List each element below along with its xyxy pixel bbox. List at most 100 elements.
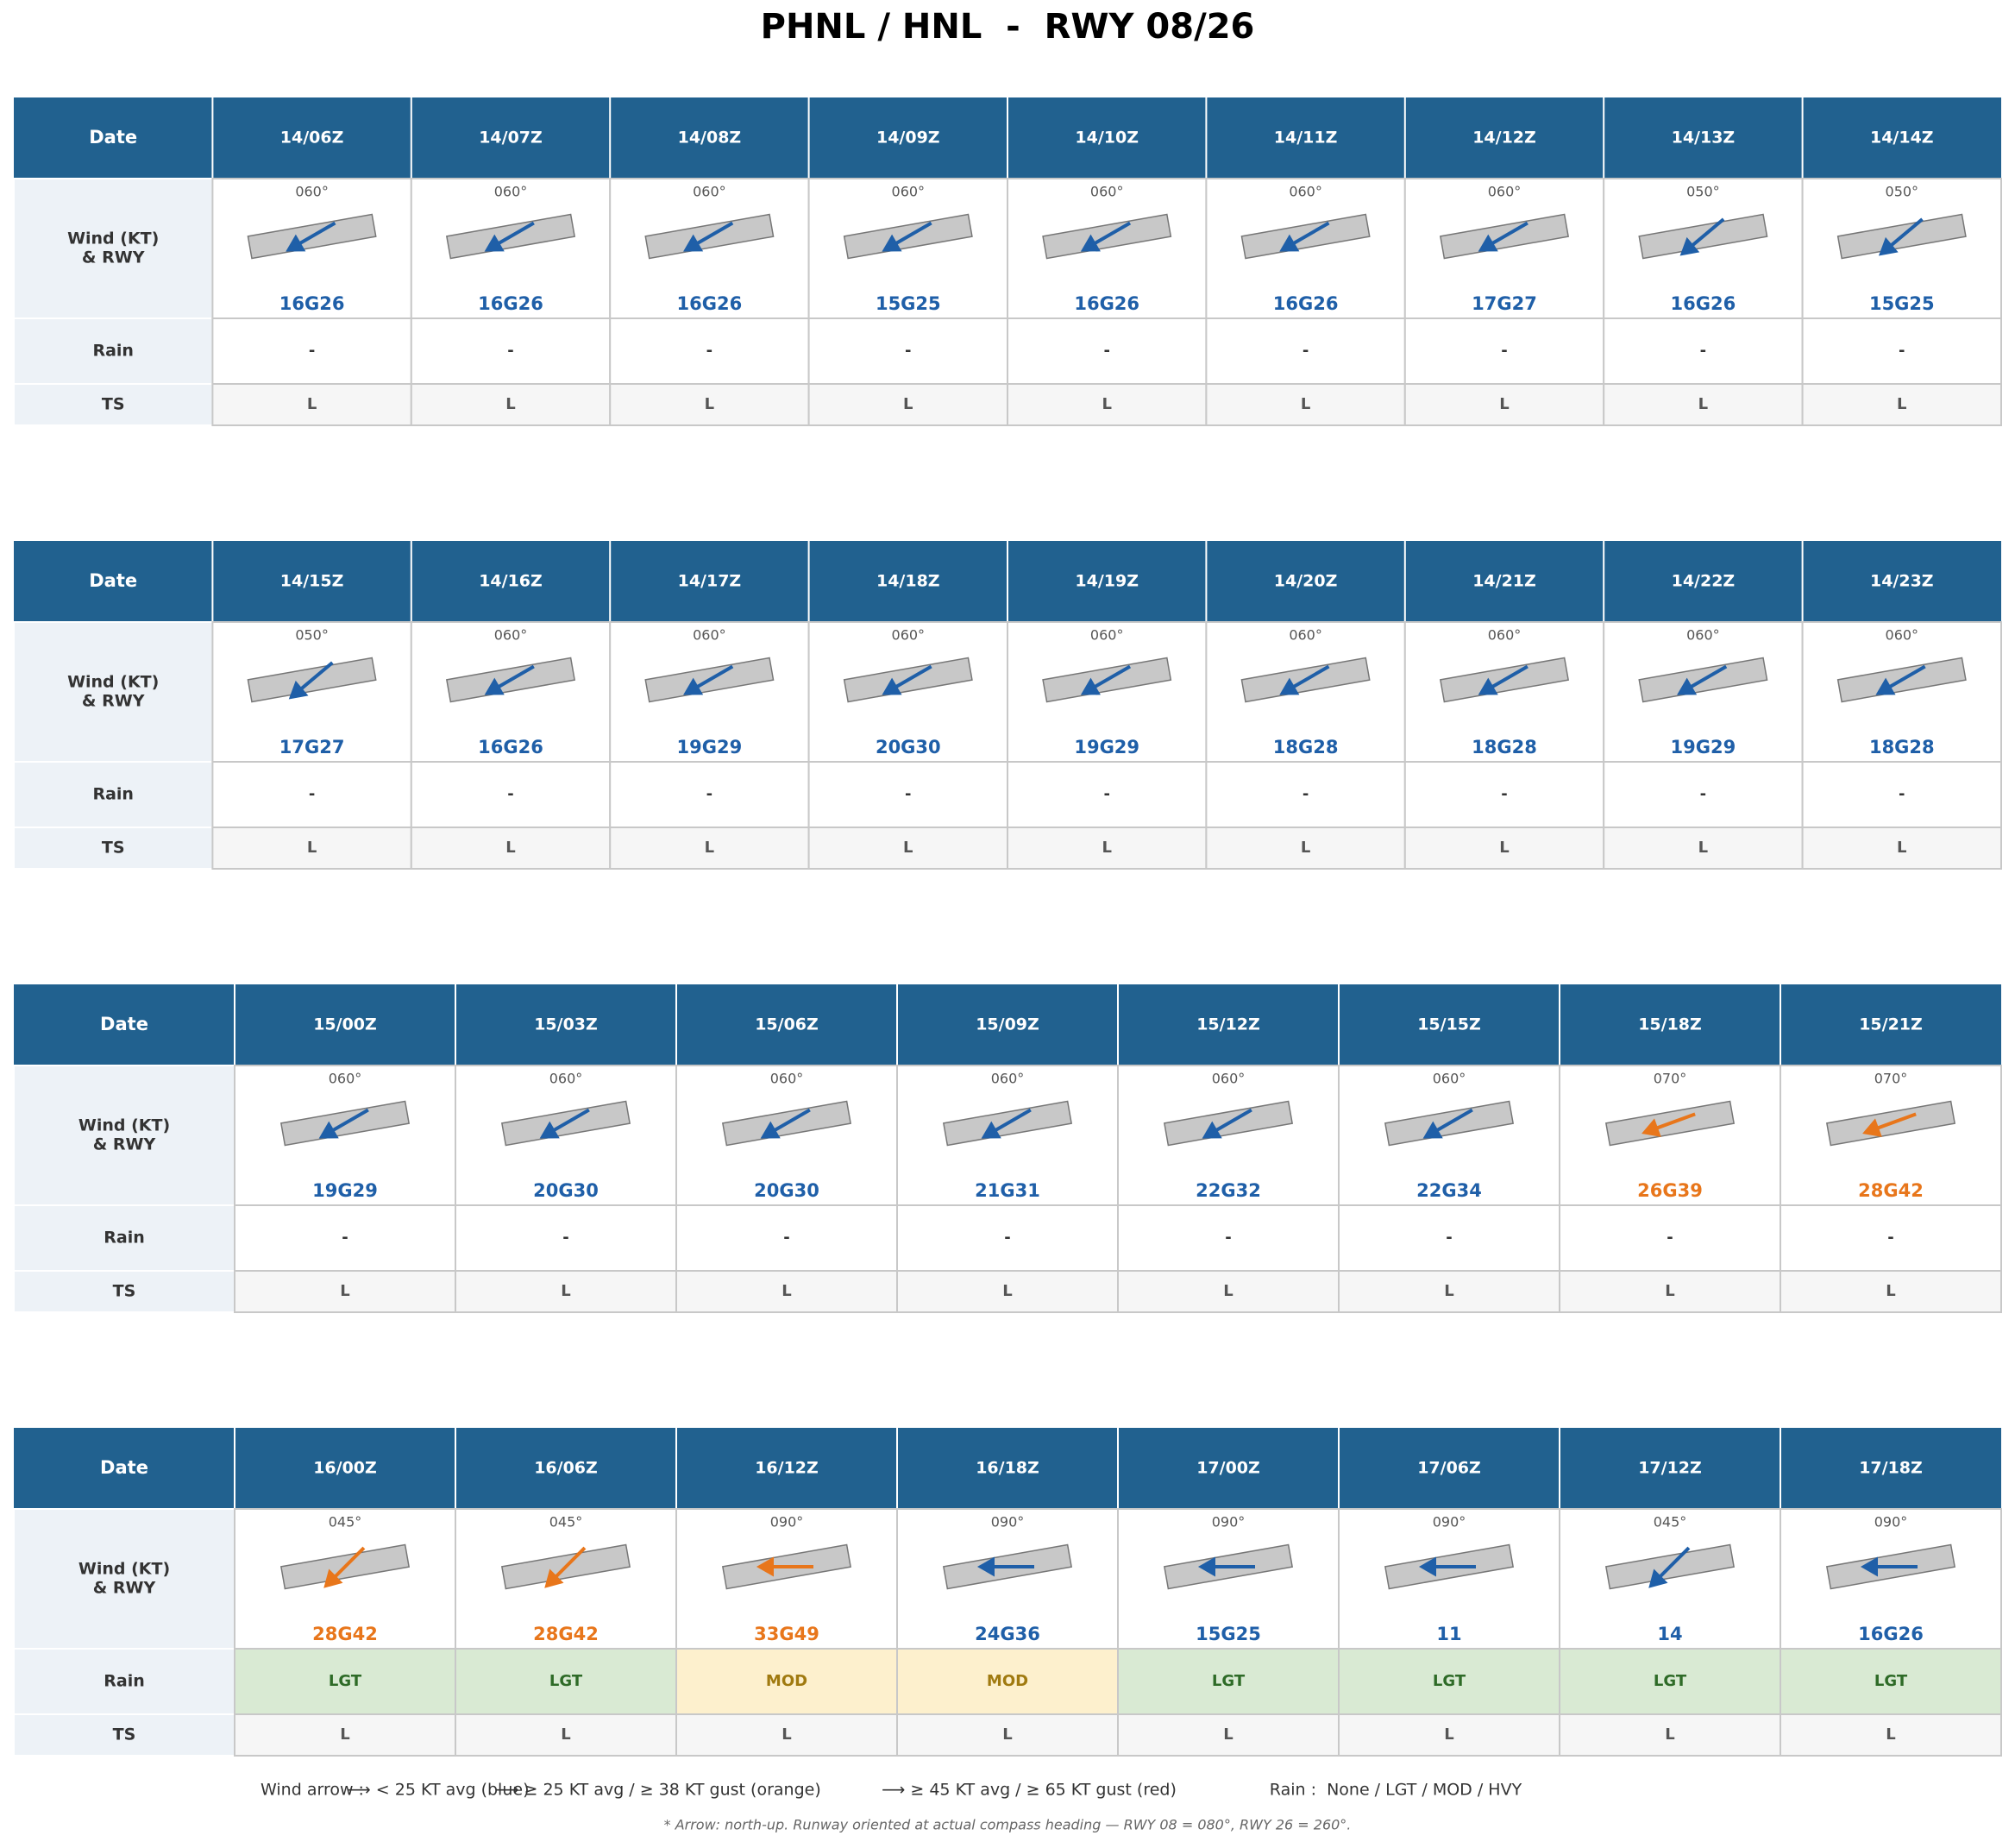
rain-value: LGT bbox=[549, 1672, 583, 1690]
date-header: 15/06Z bbox=[755, 1015, 819, 1034]
wind-arrow bbox=[683, 221, 734, 252]
rain-value: - bbox=[1303, 785, 1309, 803]
wind-direction: 060° bbox=[892, 627, 926, 644]
date-header: 14/19Z bbox=[1075, 572, 1139, 591]
date-header: 14/21Z bbox=[1472, 572, 1536, 591]
ts-cell bbox=[1801, 827, 2003, 870]
date-header: 14/11Z bbox=[1274, 129, 1338, 148]
row-label: TS bbox=[113, 1282, 136, 1301]
wind-cell bbox=[1559, 1065, 1781, 1206]
wind-arrow bbox=[1860, 1556, 1918, 1577]
wind-speed: 15G25 bbox=[1869, 293, 1935, 314]
ts-cell bbox=[1117, 1713, 1340, 1757]
date-header: 15/09Z bbox=[976, 1015, 1039, 1034]
ts-cell bbox=[1403, 383, 1605, 426]
date-header: 15/15Z bbox=[1417, 1015, 1481, 1034]
wind-speed: 18G28 bbox=[1869, 737, 1935, 757]
wind-arrow bbox=[484, 221, 535, 252]
rain-value: LGT bbox=[1433, 1672, 1466, 1690]
date-header: 14/15Z bbox=[280, 572, 344, 591]
date-header: 14/22Z bbox=[1672, 572, 1736, 591]
wind-cell bbox=[1559, 1508, 1781, 1650]
rain-value: - bbox=[1004, 1229, 1010, 1247]
wind-speed: 18G28 bbox=[1472, 737, 1537, 757]
ts-value: L bbox=[307, 395, 317, 413]
ts-cell bbox=[807, 383, 1008, 426]
wind-cell bbox=[896, 1065, 1119, 1206]
ts-value: L bbox=[1499, 395, 1509, 413]
rain-value: LGT bbox=[1874, 1672, 1908, 1690]
row-label: TS bbox=[102, 839, 125, 858]
wind-direction: 060° bbox=[494, 627, 528, 644]
rain-value: - bbox=[905, 785, 911, 803]
ts-cell bbox=[410, 827, 612, 870]
ts-value: L bbox=[561, 1282, 570, 1300]
wind-direction: 050° bbox=[295, 627, 329, 644]
rain-value: LGT bbox=[1212, 1672, 1246, 1690]
rain-cell bbox=[609, 317, 810, 385]
rain-cell bbox=[1559, 1204, 1781, 1272]
ts-value: L bbox=[505, 839, 515, 857]
wind-cell bbox=[675, 1508, 898, 1650]
legend-item: Wind arrow : bbox=[261, 1781, 364, 1800]
wind-speed: 17G27 bbox=[279, 737, 345, 757]
wind-speed: 19G29 bbox=[312, 1180, 378, 1201]
wind-direction: 050° bbox=[1886, 184, 1919, 200]
wind-direction: 060° bbox=[1212, 1071, 1246, 1087]
ts-value: L bbox=[903, 395, 913, 413]
rain-value: - bbox=[1103, 342, 1109, 360]
wind-cell bbox=[211, 178, 412, 319]
wind-direction: 060° bbox=[549, 1071, 583, 1087]
wind-cell bbox=[410, 621, 612, 763]
date-header: 15/21Z bbox=[1859, 1015, 1923, 1034]
date-header: 16/06Z bbox=[534, 1459, 598, 1478]
rain-value: - bbox=[342, 1229, 348, 1247]
rain-value: - bbox=[1303, 342, 1309, 360]
wind-direction: 045° bbox=[329, 1514, 362, 1531]
ts-cell bbox=[1780, 1713, 2002, 1757]
rain-cell bbox=[1780, 1648, 2002, 1715]
row-label-cell bbox=[13, 1270, 235, 1313]
wind-speed: 28G42 bbox=[1858, 1180, 1924, 1201]
header-row bbox=[14, 1428, 2001, 1509]
ts-value: L bbox=[561, 1725, 570, 1744]
ts-value: L bbox=[1698, 395, 1708, 413]
rain-cell bbox=[1117, 1204, 1340, 1272]
row-label: & RWY bbox=[82, 248, 145, 267]
wind-arrow bbox=[539, 1108, 590, 1139]
rain-value: - bbox=[905, 342, 911, 360]
wind-cell bbox=[1603, 621, 1804, 763]
wind-cell bbox=[1403, 621, 1605, 763]
wind-direction: 060° bbox=[991, 1071, 1025, 1087]
rain-value: - bbox=[1501, 785, 1507, 803]
row-label-cell bbox=[13, 1065, 235, 1206]
rain-cell bbox=[1559, 1648, 1781, 1715]
wind-cell bbox=[807, 178, 1008, 319]
ts-value: L bbox=[340, 1725, 349, 1744]
ts-cell bbox=[1007, 383, 1208, 426]
wind-arrow bbox=[1080, 221, 1132, 252]
wind-direction: 070° bbox=[1874, 1071, 1908, 1087]
wind-arrow bbox=[882, 664, 932, 695]
rain-value: - bbox=[1103, 785, 1109, 803]
wind-cell bbox=[1780, 1508, 2002, 1650]
wind-direction: 060° bbox=[1289, 184, 1322, 200]
wind-arrow bbox=[544, 1546, 587, 1588]
rain-cell bbox=[1801, 317, 2003, 385]
wind-speed: 19G29 bbox=[1074, 737, 1139, 757]
row-label-cell bbox=[13, 1508, 235, 1650]
rain-value: - bbox=[562, 1229, 568, 1247]
wind-arrow bbox=[1478, 664, 1529, 695]
ts-value: L bbox=[782, 1282, 791, 1300]
rain-cell bbox=[1603, 761, 1804, 828]
date-header: 17/00Z bbox=[1196, 1459, 1260, 1478]
rain-cell bbox=[410, 761, 612, 828]
rain-value: - bbox=[1700, 342, 1706, 360]
ts-value: L bbox=[1897, 395, 1906, 413]
date-header: 14/23Z bbox=[1870, 572, 1934, 591]
wind-direction: 060° bbox=[329, 1071, 362, 1087]
wind-speed: 14 bbox=[1657, 1624, 1682, 1644]
wind-arrow bbox=[981, 1108, 1032, 1139]
rain-value: - bbox=[1225, 1229, 1231, 1247]
